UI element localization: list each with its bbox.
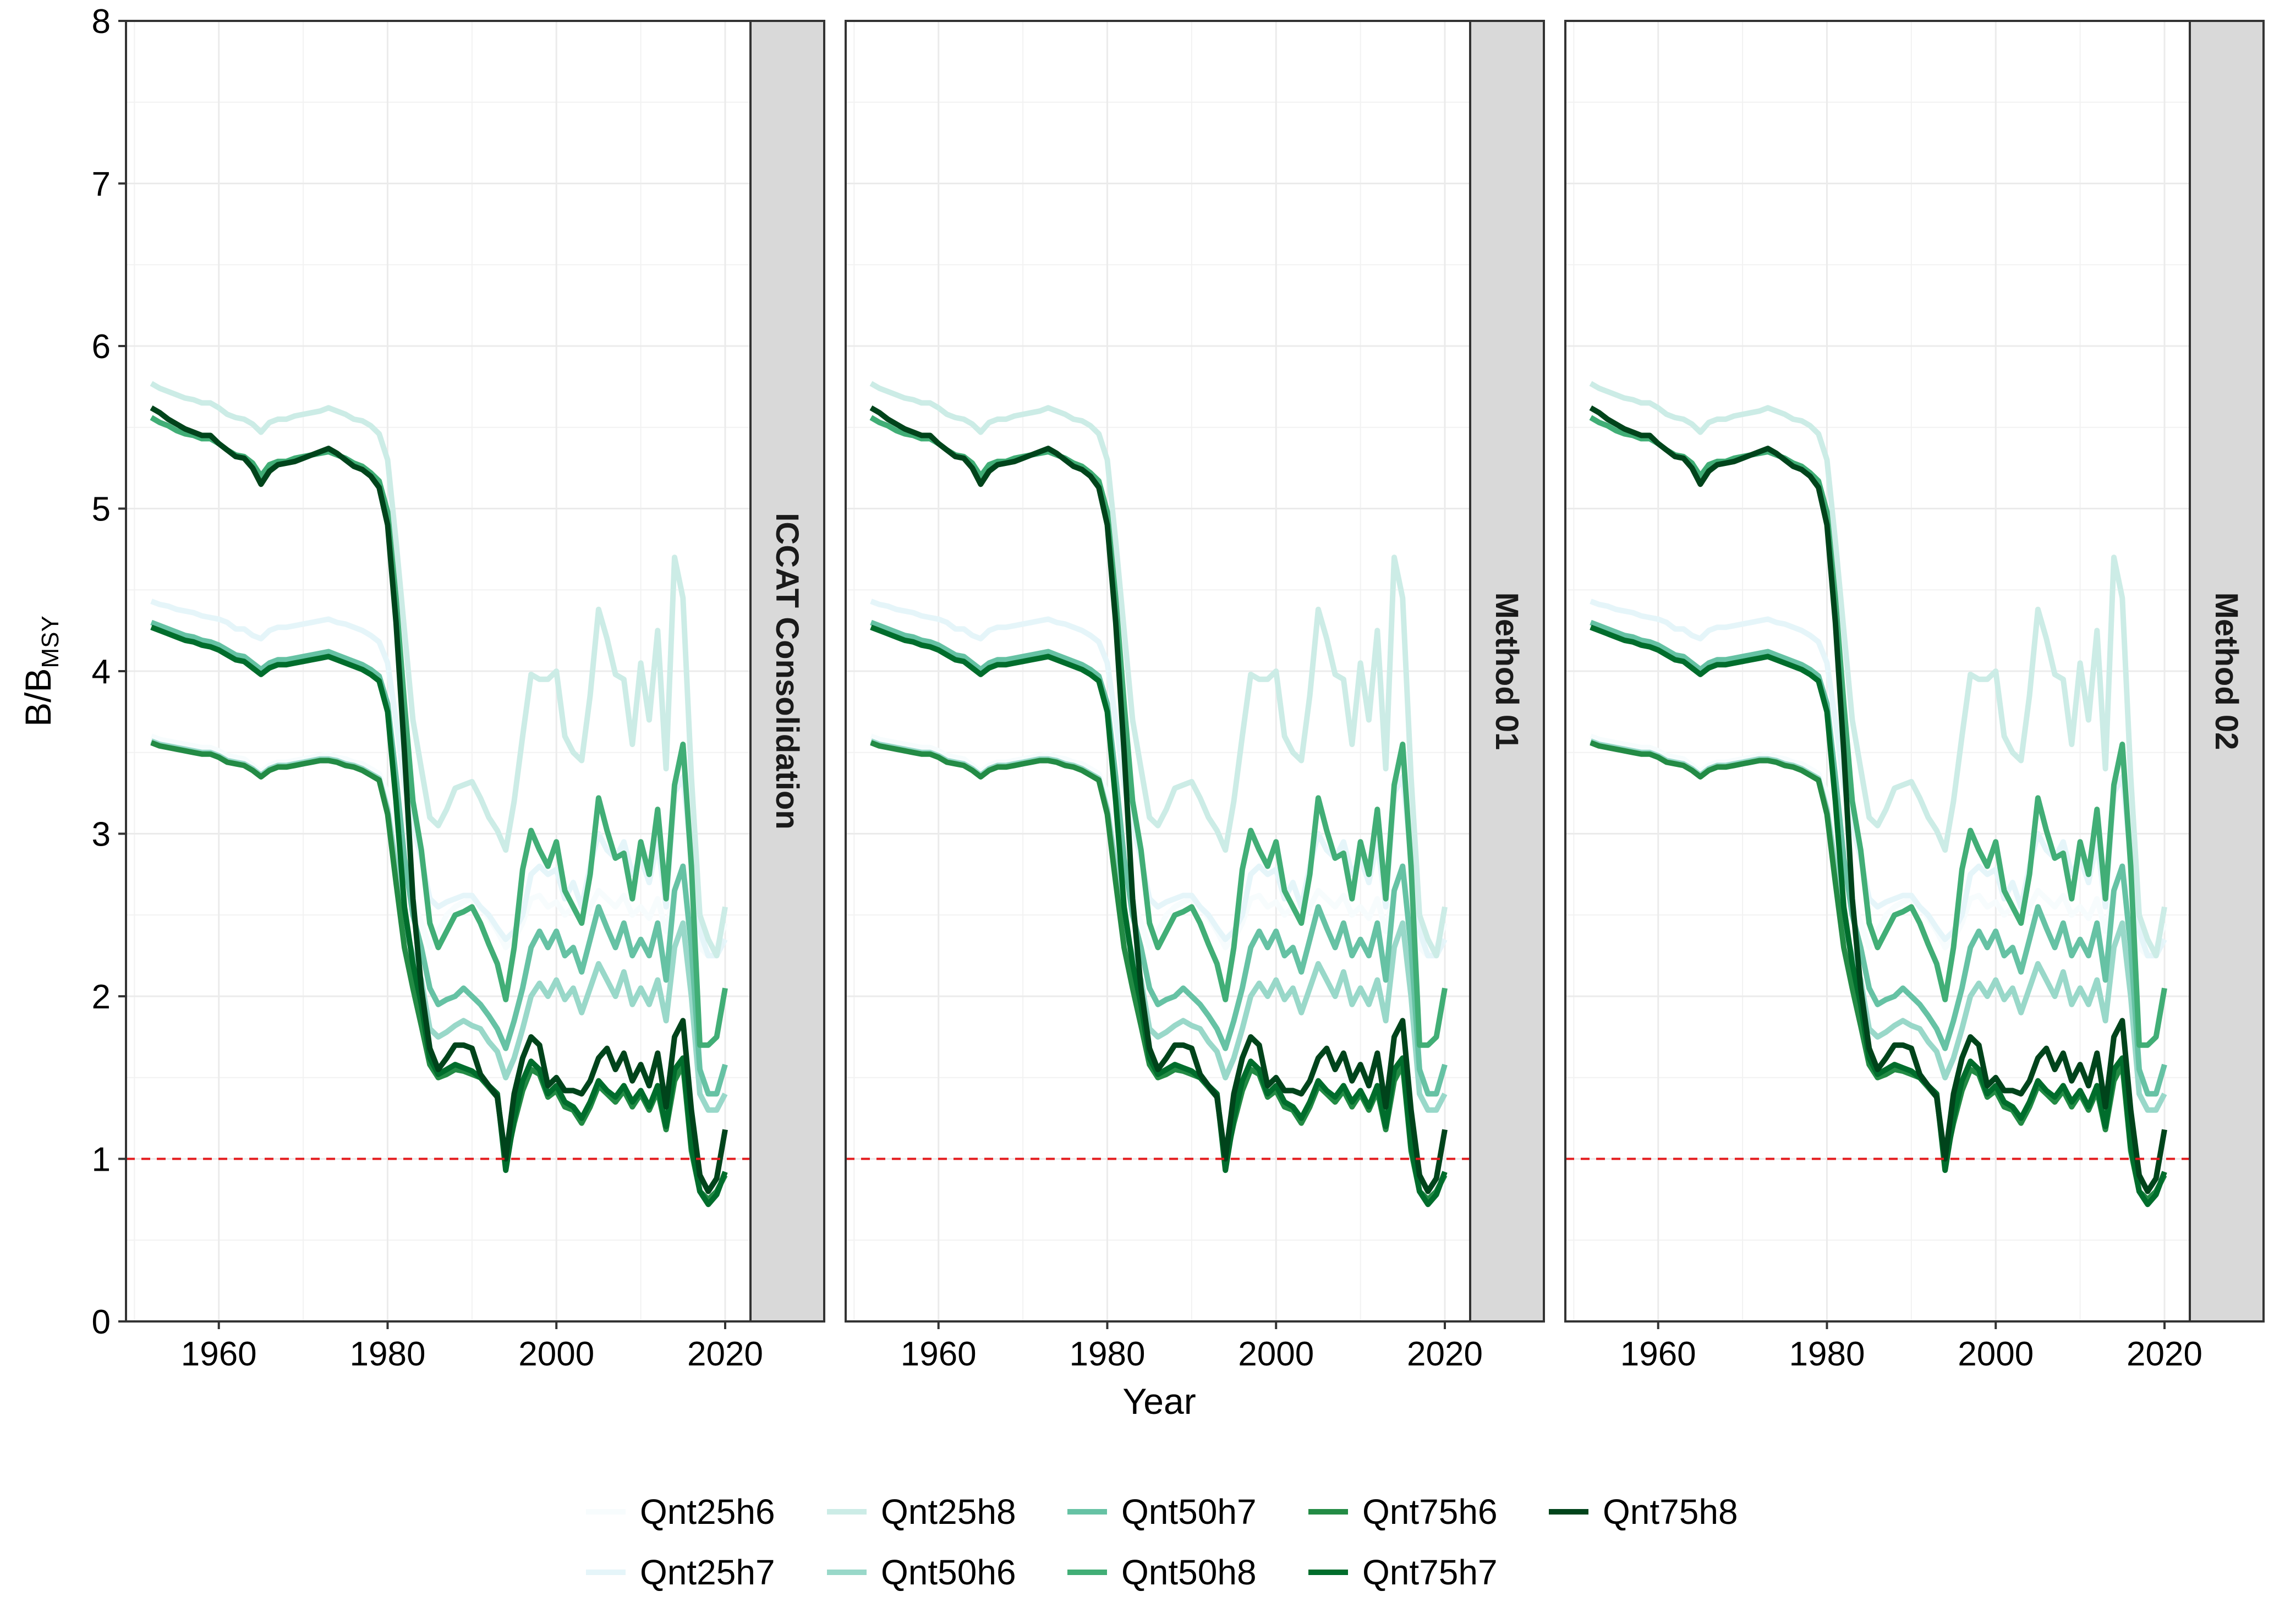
legend-label: Qnt75h8 [1603,1492,1738,1532]
panel-2: Method 01 1960 1980 2000 2020 [845,20,1545,1373]
series-line-Qnt25h8 [869,381,1448,959]
series-line-Qnt75h7 [870,624,1448,1208]
legend-item-Qnt25h8: Qnt25h8 [827,1492,1016,1532]
x-tick-label: 2000 [1238,1335,1314,1373]
panel-3: Method 02 1960 1980 2000 2020 [1564,20,2265,1373]
legend-item-Qnt75h7: Qnt75h7 [1308,1552,1498,1592]
x-tick-label: 1980 [1070,1335,1146,1373]
strip-background [749,20,825,1323]
legend-item-Qnt75h8: Qnt75h8 [1549,1492,1738,1532]
y-axis-label-sub: MSY [37,616,64,668]
series-line-Qnt75h8 [869,405,1448,1194]
y-axis-label: B/BMSY [18,616,64,727]
legend-label: Qnt50h7 [1121,1492,1257,1532]
x-tick-label: 1960 [1620,1335,1696,1373]
series-line-Qnt75h8 [150,405,728,1194]
y-tick-label: 2 [92,978,111,1016]
y-tick-label: 4 [92,653,111,691]
legend-label: Qnt25h6 [640,1492,775,1532]
x-axis-label: Year [1122,1381,1196,1422]
strip-label: Method 01 [1489,592,1525,750]
series-line-Qnt75h7 [150,624,728,1208]
y-tick-label: 6 [92,328,111,366]
legend: Qnt25h6 Qnt25h7 Qnt25h8 Qnt50h6 Qnt50h7 Qnt50… [586,1492,1738,1592]
series-line-Qnt25h6 [870,733,1448,959]
legend-label: Qnt50h6 [881,1552,1016,1592]
x-tick-label: 2000 [1958,1335,2034,1373]
legend-item-Qnt50h6: Qnt50h6 [827,1552,1016,1592]
legend-item-Qnt50h8: Qnt50h8 [1067,1552,1257,1592]
legend-item-Qnt75h6: Qnt75h6 [1308,1492,1498,1532]
legend-label: Qnt75h7 [1362,1552,1498,1592]
y-tick-label: 1 [92,1141,111,1179]
panel-1: ICCAT Consolidation 1960 1980 2000 2020 0 1 2 3 4… [92,3,825,1373]
y-axis-label-main: B/B [18,668,58,726]
x-tick-label: 1980 [350,1335,426,1373]
strip-label: Method 02 [2209,592,2244,750]
series-line-Qnt25h8 [1589,381,2167,959]
x-tick-label: 2020 [687,1335,763,1373]
x-tick-label: 1980 [1789,1335,1865,1373]
legend-label: Qnt50h8 [1121,1552,1257,1592]
legend-label: Qnt25h8 [881,1492,1016,1532]
y-tick-label: 0 [92,1303,111,1341]
x-tick-label: 1960 [181,1335,257,1373]
y-tick-label: 8 [92,3,111,41]
series-line-Qnt25h8 [150,381,728,959]
x-tick-label: 2020 [1407,1335,1483,1373]
x-tick-label: 2020 [2127,1335,2202,1373]
y-tick-label: 7 [92,166,111,204]
series-line-Qnt50h7 [870,619,1448,1097]
legend-label: Qnt75h6 [1362,1492,1498,1532]
legend-label: Qnt25h7 [640,1552,775,1592]
series-line-Qnt50h7 [1590,619,2167,1097]
series-line-Qnt25h6 [150,733,728,959]
strip-background [1469,20,1545,1323]
strip-background [2189,20,2265,1323]
series-line-Qnt25h7 [1590,599,2167,959]
x-tick-label: 2000 [518,1335,594,1373]
series-line-Qnt25h6 [1590,733,2167,959]
x-tick-label: 1960 [901,1335,977,1373]
series-line-Qnt25h7 [870,599,1448,959]
legend-item-Qnt50h7: Qnt50h7 [1067,1492,1257,1532]
legend-item-Qnt25h6: Qnt25h6 [586,1492,775,1532]
series-line-Qnt50h7 [150,619,728,1097]
y-tick-label: 5 [92,491,111,529]
series-line-Qnt25h7 [150,599,728,959]
series-line-Qnt75h8 [1589,405,2167,1194]
strip-label: ICCAT Consolidation [769,513,805,830]
panels: ICCAT Consolidation 1960 1980 2000 2020 0 1 2 3 4… [92,3,2265,1373]
series-line-Qnt75h7 [1590,624,2167,1208]
legend-item-Qnt25h7: Qnt25h7 [586,1552,775,1592]
y-tick-label: 3 [92,816,111,854]
